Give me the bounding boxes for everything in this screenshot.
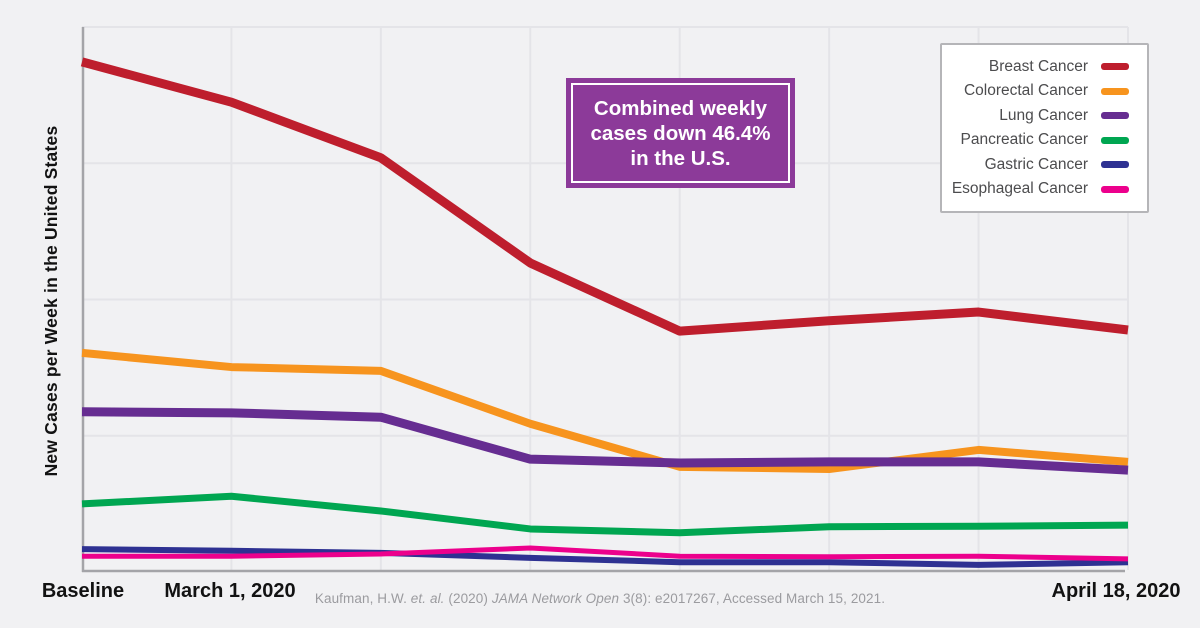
legend-label: Pancreatic Cancer bbox=[960, 131, 1088, 149]
legend-item: Esophageal Cancer bbox=[950, 177, 1129, 202]
x-tick-baseline: Baseline bbox=[41, 580, 125, 602]
citation-part: et. al. bbox=[410, 591, 445, 606]
legend-swatch bbox=[1101, 112, 1129, 120]
series-line-gastric-cancer bbox=[81, 546, 1129, 568]
legend-item: Gastric Cancer bbox=[950, 153, 1129, 178]
series-line-colorectal-cancer bbox=[81, 348, 1129, 473]
series-line-esophageal-cancer bbox=[82, 545, 1129, 562]
citation-part: (2020) bbox=[444, 591, 492, 606]
legend-swatch bbox=[1101, 161, 1129, 169]
legend-label: Colorectal Cancer bbox=[963, 82, 1088, 100]
x-tick-march-1: March 1, 2020 bbox=[164, 580, 296, 602]
series-line-lung-cancer bbox=[81, 407, 1129, 475]
citation-part: JAMA Network Open bbox=[491, 591, 620, 606]
legend-label: Lung Cancer bbox=[999, 106, 1088, 124]
legend-label: Gastric Cancer bbox=[984, 155, 1088, 173]
series-line-breast-cancer bbox=[80, 57, 1129, 336]
annotation-text-line: in the U.S. bbox=[630, 146, 731, 170]
legend-swatch bbox=[1101, 63, 1129, 71]
legend-item: Breast Cancer bbox=[950, 55, 1129, 80]
legend-swatch bbox=[1101, 136, 1129, 144]
citation-part: 3(8): e2017267, Accessed March 15, 2021. bbox=[619, 591, 886, 606]
legend-item: Colorectal Cancer bbox=[950, 79, 1129, 104]
legend-label: Esophageal Cancer bbox=[951, 180, 1088, 198]
legend: Breast Cancer Colorectal Cancer Lung Cance… bbox=[940, 43, 1149, 213]
annotation-text-line: Combined weekly bbox=[593, 96, 768, 120]
annotation-callout: Combined weekly cases down 46.4% in the … bbox=[566, 78, 795, 188]
legend-swatch bbox=[1101, 87, 1129, 95]
legend-item: Lung Cancer bbox=[950, 104, 1129, 129]
x-tick-april-18: April 18, 2020 bbox=[1051, 580, 1181, 602]
annotation-text-line: cases down 46.4% bbox=[590, 121, 771, 145]
citation-part: Kaufman, H.W. bbox=[314, 591, 411, 606]
annotation-inner-border: Combined weekly cases down 46.4% in the … bbox=[571, 83, 790, 183]
legend-item: Pancreatic Cancer bbox=[950, 128, 1129, 153]
series-line-pancreatic-cancer bbox=[81, 492, 1129, 537]
legend-swatch bbox=[1101, 185, 1129, 193]
source-citation: Kaufman, H.W. et. al. (2020) JAMA Networ… bbox=[0, 591, 1200, 606]
legend-label: Breast Cancer bbox=[988, 57, 1088, 75]
